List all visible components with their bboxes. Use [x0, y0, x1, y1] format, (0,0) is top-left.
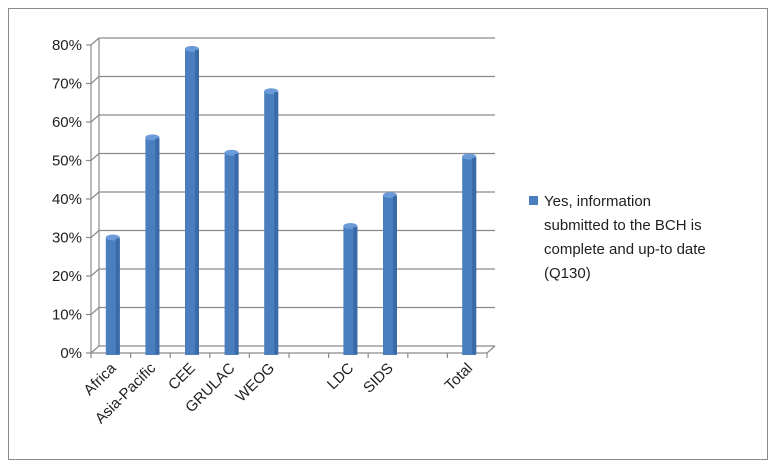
gridline-depth — [90, 307, 100, 315]
bar — [185, 45, 199, 355]
y-tick-label: 10% — [52, 307, 82, 324]
x-axis-depth — [486, 345, 496, 354]
y-tick-label: 0% — [60, 345, 82, 362]
y-tick-label: 80% — [52, 37, 82, 54]
bar — [462, 153, 477, 355]
bar-shade — [274, 92, 279, 354]
y-tick-label: 30% — [52, 230, 82, 247]
gridline-depth — [90, 153, 100, 161]
y-tick-label: 40% — [52, 191, 82, 208]
bar — [264, 88, 279, 355]
legend-line-4: (Q130) — [544, 265, 591, 282]
x-tick-label: LDC — [324, 360, 357, 393]
legend-line-3: complete and up-to date — [544, 241, 706, 258]
bars — [105, 45, 477, 355]
y-tick-label: 70% — [52, 76, 82, 93]
x-tick-label: SIDS — [360, 360, 397, 397]
x-tick-label: WEOG — [232, 360, 278, 406]
gridline-depth — [90, 268, 100, 277]
legend-swatch — [529, 196, 538, 205]
bar-shade — [234, 153, 239, 354]
bar-shade — [353, 226, 358, 354]
bar — [383, 192, 397, 355]
bar-shade — [195, 49, 199, 354]
gridline-depth — [90, 230, 100, 238]
y-tick-label: 60% — [52, 114, 82, 131]
bar-shade — [115, 238, 120, 354]
gridline-depth — [90, 191, 100, 200]
bar-shade — [393, 196, 397, 354]
y-tick-label: 20% — [52, 268, 82, 285]
bar-shade — [472, 157, 477, 354]
bar-shade — [155, 138, 160, 354]
legend-line-1: Yes, information — [544, 193, 651, 210]
x-tick-label: Total — [442, 360, 476, 394]
gridline-depth — [90, 345, 100, 354]
x-tick-label: CEE — [165, 360, 199, 394]
gridline-depth — [90, 37, 100, 46]
bar — [105, 234, 120, 355]
legend: Yes, information submitted to the BCH is… — [529, 193, 706, 282]
gridlines — [90, 37, 495, 354]
legend-line-2: submitted to the BCH is — [544, 217, 702, 234]
y-tick-labels: 0% 10% 20% 30% 40% 50% 60% 70% 80% — [52, 37, 82, 362]
y-tick-label: 50% — [52, 153, 82, 170]
gridline-depth — [90, 114, 100, 123]
bar — [343, 222, 358, 355]
bar — [224, 149, 239, 355]
bar — [145, 134, 160, 355]
gridline-depth — [90, 76, 100, 84]
